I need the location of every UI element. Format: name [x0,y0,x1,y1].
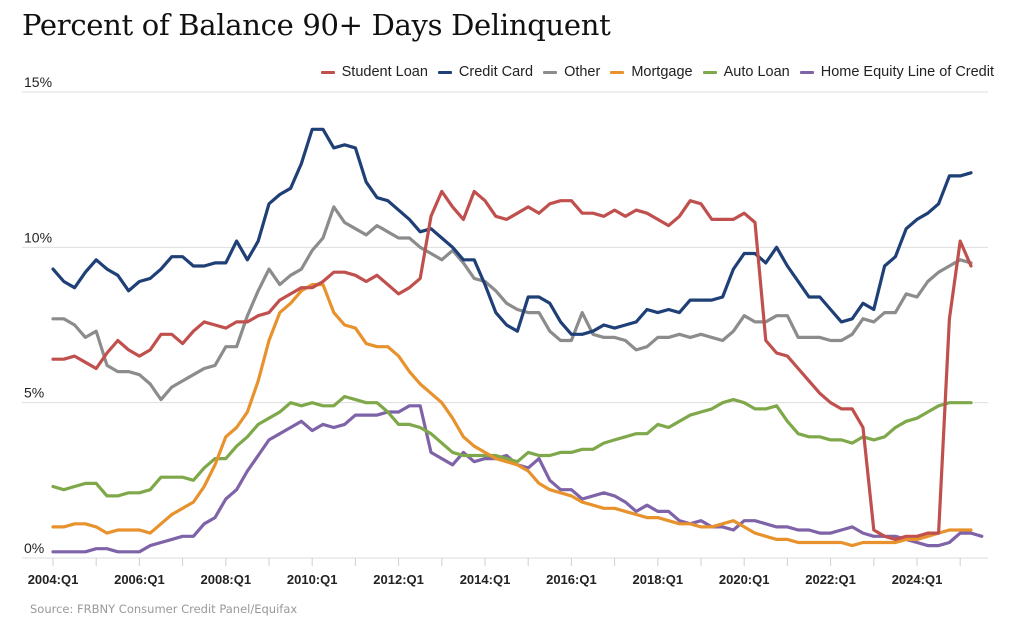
series-line-other [51,205,973,402]
y-tick-label: 0% [24,540,44,556]
x-tick-label: 2024:Q1 [892,572,943,587]
x-tick-label: 2022:Q1 [805,572,856,587]
legend: Student Loan Credit Card Other Mortgage Auto… [311,64,994,80]
legend-swatch [437,70,452,74]
x-tick-label: 2012:Q1 [373,572,424,587]
legend-item[interactable]: Auto Loan [702,64,790,80]
legend-item[interactable]: Home Equity Line of Credit [799,64,994,80]
legend-label: Auto Loan [723,64,790,80]
legend-swatch [702,70,717,74]
y-tick-label: 5% [24,385,44,401]
x-tick-label: 2008:Q1 [201,572,252,587]
x-tick-label: 2006:Q1 [114,572,165,587]
legend-label: Student Loan [341,64,428,80]
series-line-mortgage [51,283,973,548]
series-line-student-loan [51,189,973,542]
legend-label: Mortgage [631,64,693,80]
legend-item[interactable]: Mortgage [610,64,693,80]
chart-title: Percent of Balance 90+ Days Delinquent [22,8,611,42]
x-tick-label: 2018:Q1 [633,572,684,587]
legend-swatch [320,70,335,74]
x-tick-label: 2014:Q1 [460,572,511,587]
legend-swatch [543,70,558,74]
source-note: Source: FRBNY Consumer Credit Panel/Equi… [30,602,298,616]
legend-label: Credit Card [458,64,534,80]
legend-swatch [799,70,814,74]
y-tick-label: 15% [24,74,52,90]
x-tick-label: 2016:Q1 [546,572,597,587]
legend-swatch [610,70,625,74]
legend-item[interactable]: Other [543,64,600,80]
series-line-auto-loan [51,394,973,498]
x-tick-label: 2010:Q1 [287,572,338,587]
legend-label: Other [564,64,601,80]
y-tick-label: 10% [24,229,52,245]
x-tick-label: 2004:Q1 [28,572,79,587]
x-tick-label: 2020:Q1 [719,572,770,587]
legend-item[interactable]: Credit Card [437,64,534,80]
legend-label: Home Equity Line of Credit [820,64,994,80]
legend-item[interactable]: Student Loan [320,64,428,80]
series-line-credit-card [51,127,973,336]
